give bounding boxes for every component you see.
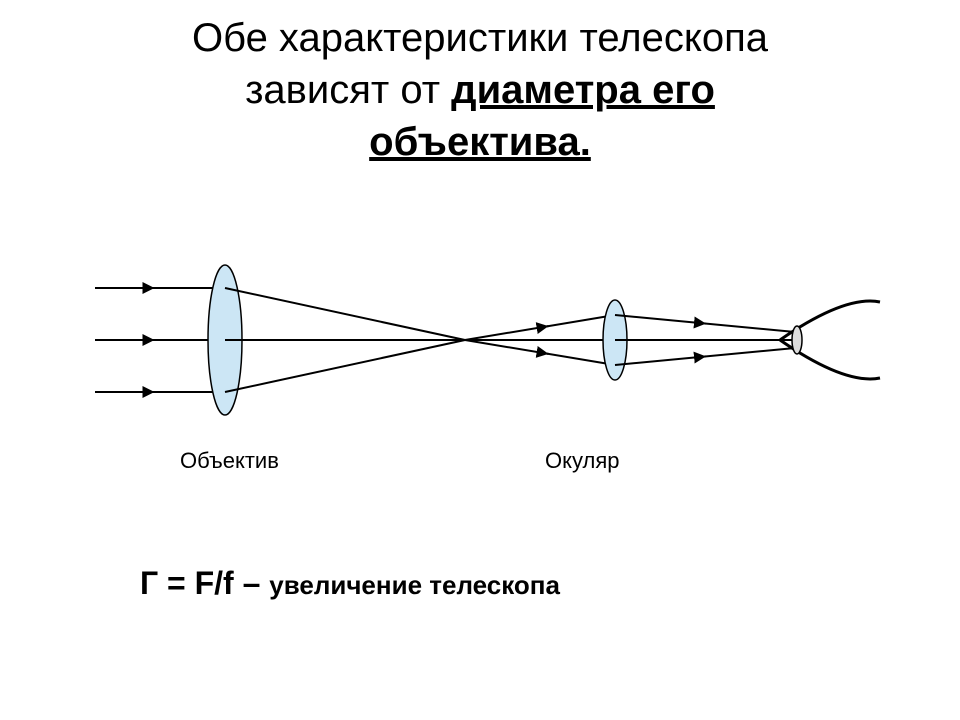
eyepiece-label: Окуляр [545, 448, 620, 474]
formula-expr: Г = F/f – [140, 565, 269, 601]
telescope-ray-diagram [95, 240, 895, 480]
title-line3-underlined: объектива. [369, 120, 591, 164]
title-line1: Обе характеристики телескопа [192, 16, 768, 60]
title-line2-plain: зависят от [245, 68, 451, 112]
formula-desc: увеличение телескопа [269, 570, 560, 600]
title-line2-underlined: диаметра его [451, 68, 715, 112]
slide-title: Обе характеристики телескопа зависят от … [0, 0, 960, 168]
objective-label: Объектив [180, 448, 279, 474]
magnification-formula: Г = F/f – увеличение телескопа [140, 565, 560, 602]
